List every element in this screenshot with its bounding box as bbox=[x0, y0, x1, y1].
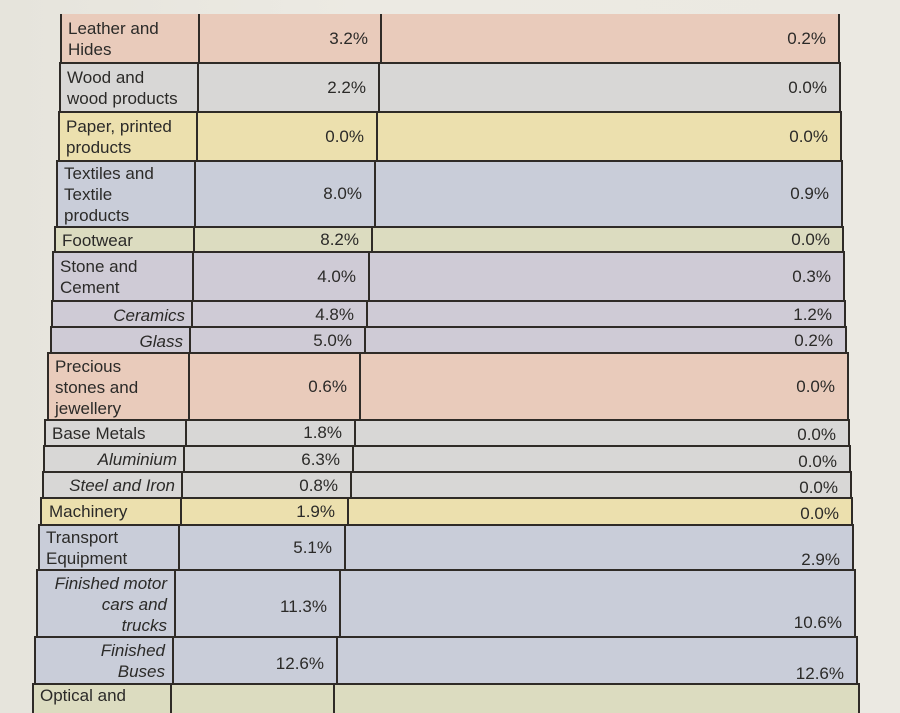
row-label: Precious stones and jewellery bbox=[47, 354, 188, 420]
col1-value: 4.0% bbox=[192, 253, 368, 301]
table-row: Aluminium 6.3% 0.0% bbox=[43, 445, 851, 472]
table-row: Glass 5.0% 0.2% bbox=[50, 326, 847, 354]
row-label: Paper, printed products bbox=[58, 113, 196, 161]
row-label: Ceramics bbox=[51, 302, 191, 328]
table-row: Precious stones and jewellery 0.6% 0.0% bbox=[47, 352, 849, 420]
row-label: Finished motor cars and trucks bbox=[36, 571, 174, 637]
col1-value: 12.6% bbox=[172, 638, 336, 684]
col2-value: 0.0% bbox=[376, 113, 842, 161]
table-row: Optical and bbox=[32, 683, 860, 713]
row-label: Finished Buses bbox=[34, 638, 172, 684]
row-label: Stone and Cement bbox=[52, 253, 192, 301]
col1-value: 1.9% bbox=[180, 499, 347, 524]
table-row: Stone and Cement 4.0% 0.3% bbox=[52, 251, 845, 301]
col1-value: 0.0% bbox=[196, 113, 376, 161]
col1-value: 1.8% bbox=[185, 421, 354, 445]
col1-value bbox=[170, 685, 333, 713]
col2-value: 10.6% bbox=[339, 571, 856, 637]
row-label: Base Metals bbox=[44, 421, 185, 445]
table-row: Footwear 8.2% 0.0% bbox=[54, 226, 844, 252]
col2-value: 0.0% bbox=[347, 499, 853, 524]
table-row: Textiles and Textile products 8.0% 0.9% bbox=[56, 160, 843, 226]
table-row: Transport Equipment 5.1% 2.9% bbox=[38, 524, 854, 570]
col1-value: 5.0% bbox=[189, 328, 364, 354]
table-row: Leather and Hides 3.2% 0.2% bbox=[60, 14, 840, 64]
row-label: Optical and bbox=[32, 685, 170, 713]
row-label: Transport Equipment bbox=[38, 526, 178, 570]
col2-value: 0.0% bbox=[354, 421, 850, 445]
col2-value: 2.9% bbox=[344, 526, 854, 570]
row-label: Leather and Hides bbox=[60, 14, 198, 64]
row-label: Steel and Iron bbox=[42, 473, 181, 498]
col2-value: 0.2% bbox=[364, 328, 847, 354]
col2-value bbox=[333, 685, 860, 713]
col1-value: 2.2% bbox=[197, 64, 378, 112]
col2-value: 0.0% bbox=[352, 447, 851, 472]
table-row: Finished motor cars and trucks 11.3% 10.6% bbox=[36, 569, 856, 637]
col1-value: 0.8% bbox=[181, 473, 350, 498]
col1-value: 4.8% bbox=[191, 302, 366, 328]
row-label: Machinery bbox=[40, 499, 180, 524]
col2-value: 0.0% bbox=[378, 64, 841, 112]
row-label: Footwear bbox=[54, 228, 193, 252]
row-label: Aluminium bbox=[43, 447, 183, 472]
table-row: Paper, printed products 0.0% 0.0% bbox=[58, 111, 842, 161]
col1-value: 11.3% bbox=[174, 571, 339, 637]
col2-value: 0.2% bbox=[380, 14, 840, 64]
col2-value: 12.6% bbox=[336, 638, 858, 684]
table-row: Steel and Iron 0.8% 0.0% bbox=[42, 471, 852, 498]
col1-value: 8.0% bbox=[194, 162, 374, 226]
col2-value: 0.0% bbox=[359, 354, 849, 420]
col1-value: 5.1% bbox=[178, 526, 344, 570]
row-label: Glass bbox=[50, 328, 189, 354]
col2-value: 0.9% bbox=[374, 162, 843, 226]
col1-value: 0.6% bbox=[188, 354, 359, 420]
table-row: Ceramics 4.8% 1.2% bbox=[51, 300, 846, 328]
col2-value: 0.0% bbox=[350, 473, 852, 498]
table-row: Finished Buses 12.6% 12.6% bbox=[34, 636, 858, 684]
col1-value: 8.2% bbox=[193, 228, 371, 252]
table-row: Machinery 1.9% 0.0% bbox=[40, 497, 853, 524]
table-row: Base Metals 1.8% 0.0% bbox=[44, 419, 850, 445]
row-label: Textiles and Textile products bbox=[56, 162, 194, 226]
col1-value: 6.3% bbox=[183, 447, 352, 472]
col1-value: 3.2% bbox=[198, 14, 380, 64]
col2-value: 0.0% bbox=[371, 228, 844, 252]
col2-value: 1.2% bbox=[366, 302, 846, 328]
row-label: Wood and wood products bbox=[59, 64, 197, 112]
table-row: Wood and wood products 2.2% 0.0% bbox=[59, 62, 841, 112]
col2-value: 0.3% bbox=[368, 253, 845, 301]
